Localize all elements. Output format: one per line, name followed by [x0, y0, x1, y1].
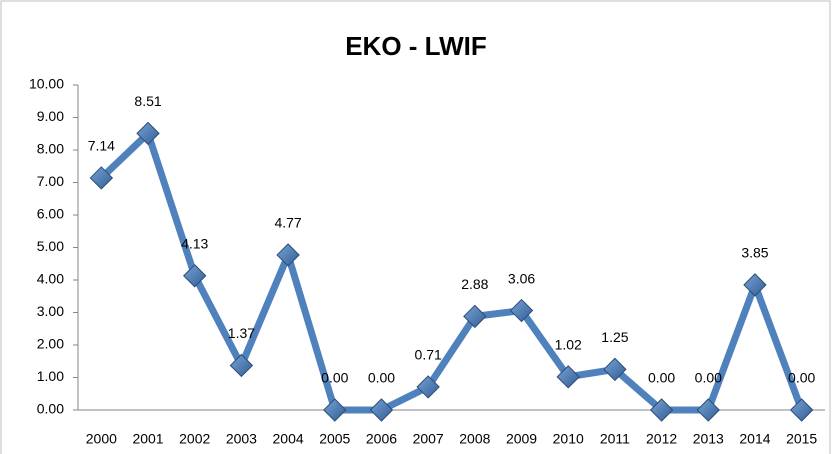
y-tick-label: 5.00 [37, 238, 64, 254]
data-label: 4.13 [181, 235, 208, 251]
data-point [509, 298, 534, 323]
data-point [136, 121, 160, 146]
x-tick-label: 2014 [739, 431, 770, 447]
data-point [789, 398, 814, 422]
data-point [463, 304, 487, 329]
data-point [369, 398, 394, 422]
data-label: 0.00 [648, 370, 675, 386]
data-label: 0.71 [415, 347, 442, 363]
x-tick-label: 2006 [366, 431, 397, 447]
data-label: 0.00 [695, 370, 722, 386]
data-label: 0.00 [368, 370, 395, 386]
data-label: 7.14 [88, 138, 115, 154]
data-point [696, 398, 720, 422]
data-point [229, 353, 254, 378]
data-point [416, 375, 440, 399]
data-label: 3.85 [741, 245, 768, 261]
x-tick-label: 2003 [226, 431, 257, 447]
data-point [649, 398, 674, 422]
y-tick-label: 10.00 [29, 76, 64, 92]
x-tick-label: 2002 [179, 431, 210, 447]
x-tick-label: 2008 [459, 431, 490, 447]
data-point [556, 365, 580, 389]
x-tick-label: 2001 [132, 431, 163, 447]
data-label: 2.88 [461, 276, 488, 292]
series-line [98, 129, 805, 414]
y-tick-label: 9.00 [37, 108, 64, 124]
data-label: 0.00 [788, 370, 815, 386]
y-tick-label: 7.00 [37, 173, 64, 189]
y-tick-label: 6.00 [37, 206, 64, 222]
x-tick-label: 2009 [506, 431, 537, 447]
data-point [276, 243, 300, 267]
chart-title: EKO - LWIF [345, 31, 487, 61]
x-tick-label: 2004 [273, 431, 304, 447]
x-tick-label: 2007 [413, 431, 444, 447]
y-tick-label: 0.00 [37, 401, 64, 417]
data-point [323, 398, 347, 422]
x-tick-label: 2011 [600, 431, 630, 447]
data-point [89, 166, 114, 190]
data-label: 1.37 [228, 325, 255, 341]
y-tick-label: 8.00 [37, 141, 64, 157]
x-tick-label: 2000 [86, 431, 117, 447]
y-tick-label: 1.00 [37, 368, 64, 384]
data-label: 8.51 [134, 93, 161, 109]
data-point [743, 273, 767, 297]
data-label: 1.25 [601, 329, 628, 345]
data-label: 1.02 [555, 337, 582, 353]
data-point [183, 264, 207, 288]
y-tick-label: 2.00 [37, 336, 64, 352]
data-label: 3.06 [508, 270, 535, 286]
data-label: 0.00 [321, 370, 348, 386]
y-tick-label: 4.00 [37, 271, 64, 287]
x-tick-label: 2015 [786, 431, 817, 447]
x-tick-label: 2010 [553, 431, 584, 447]
x-tick-label: 2013 [693, 431, 724, 447]
y-tick-label: 3.00 [37, 303, 64, 319]
data-point [603, 357, 627, 382]
x-tick-label: 2005 [319, 431, 350, 447]
x-tick-label: 2012 [646, 431, 677, 447]
data-label: 4.77 [274, 215, 301, 231]
